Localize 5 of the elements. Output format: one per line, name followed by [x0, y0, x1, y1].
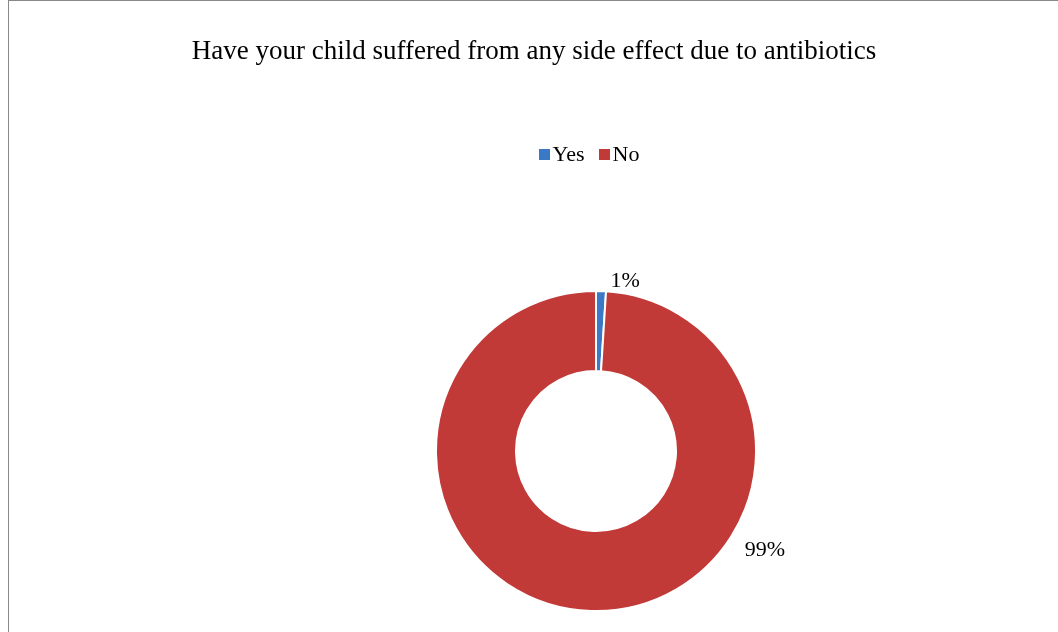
data-label: 1% [610, 267, 640, 293]
legend-label: No [612, 141, 640, 167]
data-label: 99% [744, 536, 786, 561]
legend-label: Yes [552, 141, 585, 167]
chart-title: Have your child suffered from any side effect due to antibiotics [190, 35, 878, 66]
